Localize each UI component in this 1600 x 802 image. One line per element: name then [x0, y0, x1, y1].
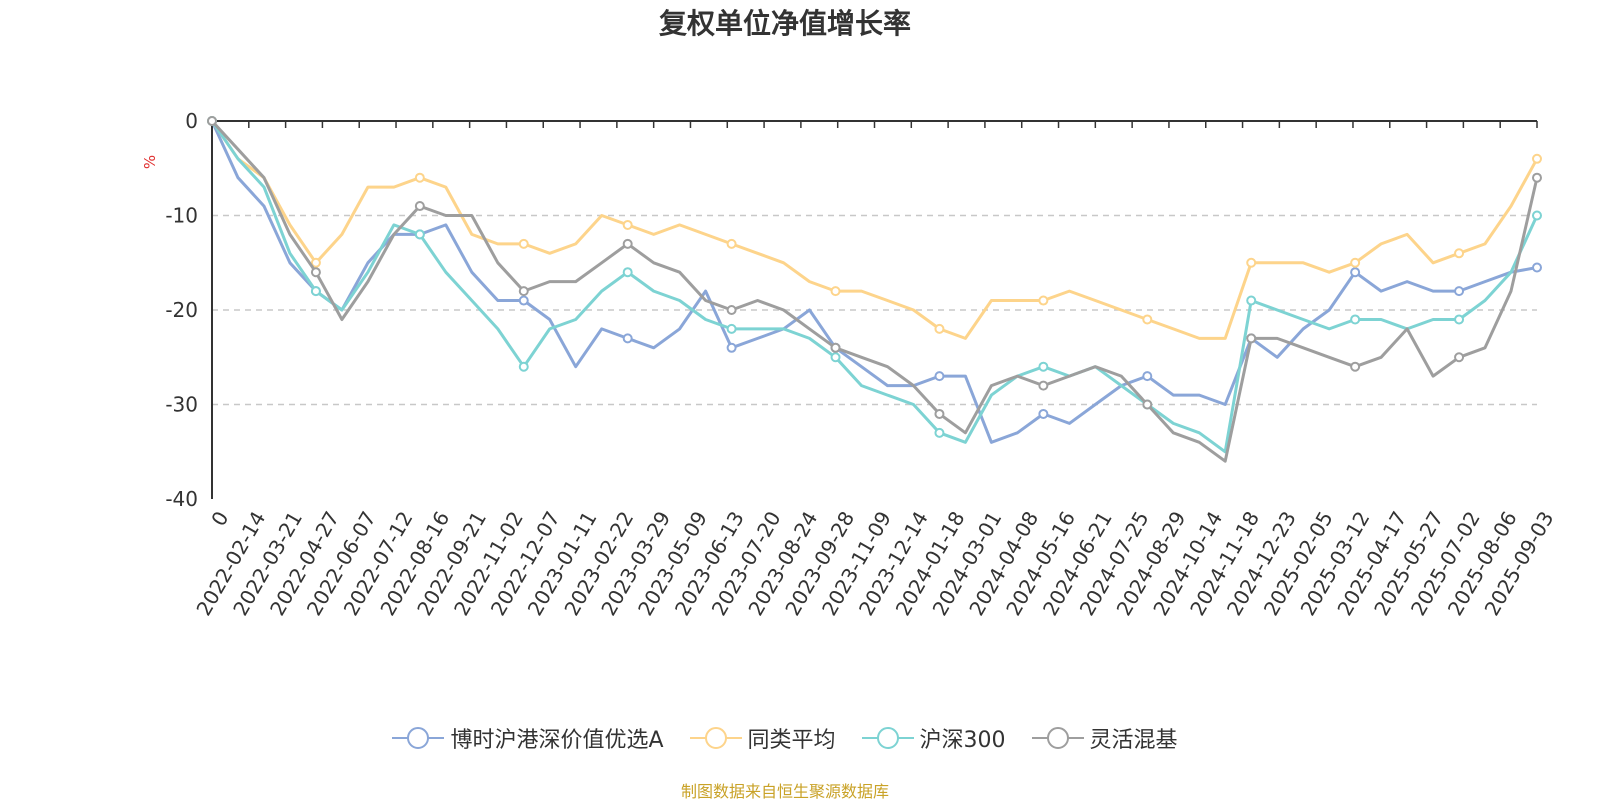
legend-line-circle-icon [861, 727, 914, 749]
series-point [1142, 399, 1153, 410]
series-point [726, 305, 737, 315]
series-point [622, 333, 633, 344]
series-point [830, 352, 841, 363]
series-point [726, 323, 737, 334]
grid-lines [212, 214, 1537, 406]
series-point [1142, 371, 1153, 382]
chart-title: 复权单位净值增长率 [658, 7, 911, 40]
legend-label: 沪深300 [919, 728, 1006, 753]
series-point [1038, 361, 1049, 372]
series-point [1532, 210, 1542, 221]
series-point [1532, 172, 1542, 183]
series-point [207, 116, 217, 126]
series-line-1 [210, 120, 1539, 340]
x-tick-label: 0 [206, 507, 233, 530]
series-point [1454, 286, 1465, 297]
series-line-3 [210, 119, 1539, 463]
series-point [934, 427, 945, 438]
series-point [518, 361, 529, 372]
series-point [726, 238, 737, 249]
series-point [1350, 257, 1361, 268]
series-point [1246, 257, 1257, 268]
legend-label: 灵活混基 [1089, 728, 1178, 753]
series-line-0 [210, 120, 1538, 444]
series-point [1454, 248, 1465, 259]
series-point [310, 257, 321, 268]
legend-item-0[interactable]: 博时沪港深价值优选A [392, 722, 664, 754]
series-point [518, 286, 529, 297]
series-lines [207, 116, 1542, 463]
series-point [830, 342, 841, 353]
y-tick-label: -10 [165, 204, 198, 228]
series-point [1532, 153, 1542, 164]
series-point [1246, 295, 1257, 306]
y-tick-label: -20 [165, 298, 198, 322]
y-tick-label: -30 [165, 393, 198, 417]
series-point [622, 238, 633, 249]
legend-label: 同类平均 [747, 728, 836, 753]
series-point [726, 342, 737, 353]
y-axis-label: % [141, 155, 159, 169]
series-point [622, 267, 633, 278]
series-point [934, 408, 945, 419]
legend: 博时沪港深价值优选A 同类平均 沪深300 灵活混基 [0, 722, 1570, 754]
series-point [310, 286, 321, 297]
series-point [1142, 314, 1153, 325]
y-tick-label: 0 [185, 109, 198, 133]
series-line-2 [210, 120, 1539, 454]
series-point [414, 172, 425, 183]
series-point [310, 267, 321, 278]
legend-item-1[interactable]: 同类平均 [689, 722, 836, 754]
series-point [1350, 267, 1361, 278]
legend-label: 博时沪港深价值优选A [450, 728, 664, 753]
series-point [622, 219, 633, 230]
series-point [934, 371, 945, 382]
series-point [414, 229, 425, 240]
series-point [518, 238, 529, 249]
series-point [1038, 380, 1049, 391]
series-point [1454, 352, 1465, 363]
legend-item-2[interactable]: 沪深300 [861, 722, 1006, 754]
series-point [1350, 361, 1361, 372]
legend-item-3[interactable]: 灵活混基 [1031, 722, 1178, 754]
y-tick-label: -40 [165, 487, 198, 511]
series-point [1038, 295, 1049, 306]
series-point [934, 323, 945, 334]
series-point [518, 295, 529, 306]
legend-line-circle-icon [392, 727, 445, 749]
series-point [1532, 262, 1542, 273]
series-point [1350, 314, 1361, 325]
series-point [1454, 314, 1465, 325]
series-point [1038, 408, 1049, 419]
series-point [830, 286, 841, 297]
legend-line-circle-icon [689, 727, 742, 749]
source-footer: 制图数据来自恒生聚源数据库 [680, 782, 889, 801]
series-point [414, 201, 425, 212]
legend-line-circle-icon [1031, 727, 1084, 749]
series-point [1246, 333, 1257, 344]
